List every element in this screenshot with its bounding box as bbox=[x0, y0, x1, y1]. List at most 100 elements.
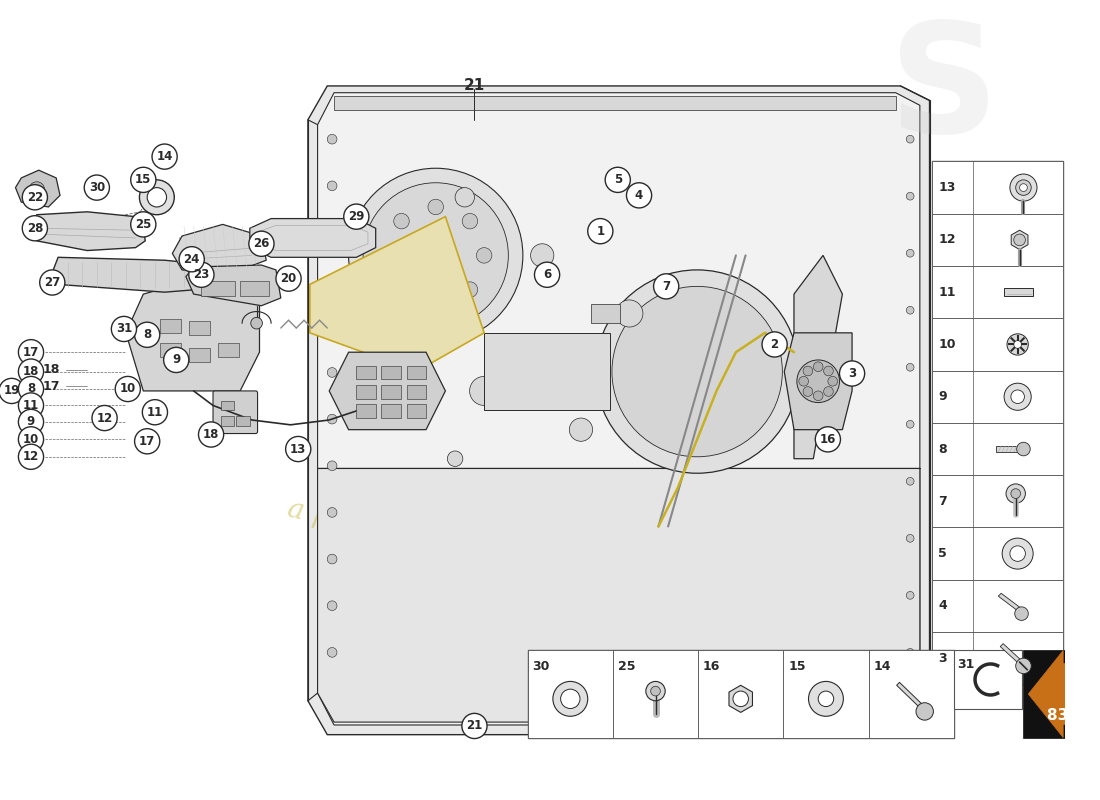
Polygon shape bbox=[250, 218, 376, 258]
Circle shape bbox=[1014, 234, 1025, 246]
Bar bbox=[407, 366, 426, 379]
Circle shape bbox=[733, 691, 748, 706]
Circle shape bbox=[616, 300, 642, 327]
Circle shape bbox=[164, 347, 189, 373]
Circle shape bbox=[377, 401, 397, 420]
Polygon shape bbox=[308, 86, 930, 734]
Circle shape bbox=[428, 296, 443, 311]
Text: 13: 13 bbox=[290, 442, 307, 455]
Polygon shape bbox=[896, 682, 927, 712]
Text: 25: 25 bbox=[618, 660, 636, 673]
Circle shape bbox=[328, 321, 337, 330]
Polygon shape bbox=[1028, 650, 1100, 738]
Circle shape bbox=[19, 340, 44, 365]
Text: 9: 9 bbox=[26, 415, 35, 429]
Circle shape bbox=[813, 362, 823, 371]
Circle shape bbox=[134, 429, 159, 454]
Circle shape bbox=[19, 444, 44, 470]
Polygon shape bbox=[329, 352, 446, 430]
Circle shape bbox=[328, 414, 337, 424]
Text: 3: 3 bbox=[938, 652, 947, 665]
Circle shape bbox=[328, 461, 337, 470]
Circle shape bbox=[1020, 184, 1027, 191]
Text: 21: 21 bbox=[466, 719, 483, 733]
Circle shape bbox=[1010, 546, 1025, 562]
Circle shape bbox=[561, 689, 580, 709]
Circle shape bbox=[249, 231, 274, 256]
Bar bbox=[407, 385, 426, 398]
Circle shape bbox=[1015, 658, 1031, 674]
Text: 5: 5 bbox=[614, 174, 622, 186]
Circle shape bbox=[111, 316, 136, 342]
Text: 29: 29 bbox=[348, 210, 364, 223]
Bar bbox=[613, 650, 698, 738]
Bar bbox=[218, 343, 239, 357]
Circle shape bbox=[553, 682, 587, 716]
Circle shape bbox=[595, 270, 799, 474]
Text: 18: 18 bbox=[43, 363, 60, 376]
Text: 31: 31 bbox=[958, 658, 975, 671]
Text: 15: 15 bbox=[789, 660, 805, 673]
Text: 18: 18 bbox=[202, 428, 219, 441]
Circle shape bbox=[328, 601, 337, 610]
Text: 5: 5 bbox=[938, 547, 947, 560]
Text: 4: 4 bbox=[938, 599, 947, 612]
Circle shape bbox=[906, 192, 914, 200]
Circle shape bbox=[808, 682, 844, 716]
Circle shape bbox=[328, 181, 337, 190]
Polygon shape bbox=[29, 212, 145, 250]
Circle shape bbox=[22, 216, 47, 241]
Text: 6: 6 bbox=[543, 268, 551, 282]
Circle shape bbox=[0, 378, 24, 403]
Bar bbox=[528, 650, 613, 738]
Circle shape bbox=[131, 212, 156, 237]
Bar bbox=[221, 416, 234, 426]
Text: 11: 11 bbox=[938, 286, 956, 298]
Text: 12: 12 bbox=[97, 411, 112, 425]
Text: 31: 31 bbox=[116, 322, 132, 335]
Circle shape bbox=[417, 236, 455, 274]
Bar bbox=[933, 266, 1064, 318]
Circle shape bbox=[1004, 383, 1031, 410]
Circle shape bbox=[29, 182, 44, 198]
Circle shape bbox=[363, 182, 508, 328]
Bar bbox=[201, 281, 235, 296]
Text: 19: 19 bbox=[3, 385, 20, 398]
Circle shape bbox=[906, 363, 914, 371]
Circle shape bbox=[286, 437, 311, 462]
Circle shape bbox=[19, 377, 44, 402]
Circle shape bbox=[251, 318, 263, 329]
Circle shape bbox=[19, 359, 44, 384]
Circle shape bbox=[19, 426, 44, 452]
Text: 14: 14 bbox=[873, 660, 891, 673]
Circle shape bbox=[762, 332, 788, 357]
Text: 7: 7 bbox=[938, 495, 947, 508]
Bar bbox=[240, 281, 270, 296]
Bar bbox=[591, 304, 619, 323]
Circle shape bbox=[799, 377, 808, 386]
Bar bbox=[933, 214, 1064, 266]
Circle shape bbox=[1006, 484, 1025, 503]
Text: 20: 20 bbox=[280, 272, 297, 285]
Circle shape bbox=[530, 244, 553, 267]
Bar bbox=[933, 370, 1064, 423]
Bar bbox=[160, 319, 182, 333]
Circle shape bbox=[85, 175, 109, 200]
Circle shape bbox=[328, 507, 337, 518]
Text: 30: 30 bbox=[89, 181, 104, 194]
Circle shape bbox=[328, 647, 337, 658]
Circle shape bbox=[462, 714, 487, 738]
Text: 19: 19 bbox=[4, 386, 22, 399]
Bar bbox=[484, 333, 610, 410]
Text: 28: 28 bbox=[26, 222, 43, 234]
Text: 8: 8 bbox=[143, 328, 152, 342]
Circle shape bbox=[189, 262, 214, 287]
Polygon shape bbox=[186, 265, 280, 306]
Bar bbox=[160, 343, 182, 357]
Polygon shape bbox=[318, 93, 920, 725]
Circle shape bbox=[455, 187, 474, 207]
Circle shape bbox=[916, 702, 934, 720]
Circle shape bbox=[1011, 489, 1021, 498]
Bar bbox=[933, 423, 1064, 475]
Circle shape bbox=[570, 418, 593, 442]
